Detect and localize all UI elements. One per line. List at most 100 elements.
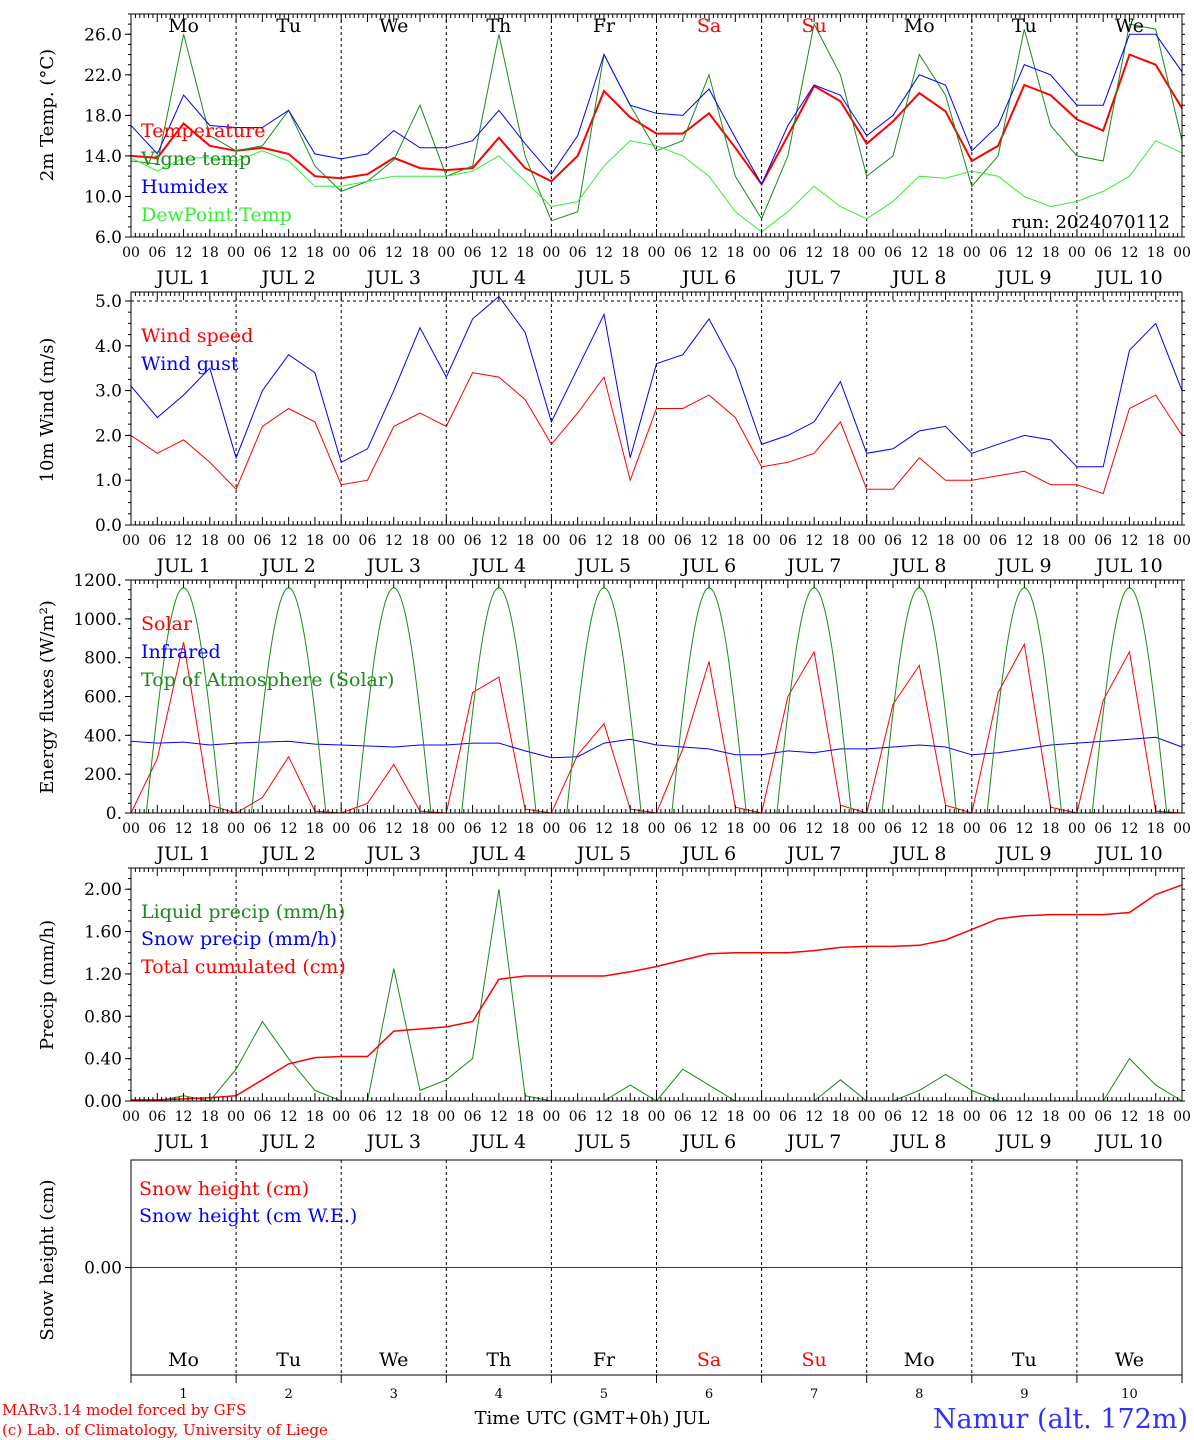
hour-tick-label: 12 <box>175 245 193 261</box>
legend-entry: Wind gust <box>141 353 239 375</box>
date-label: JUL 2 <box>259 555 315 577</box>
hour-tick-label: 06 <box>359 821 377 837</box>
hour-tick-label: 12 <box>700 533 718 549</box>
hour-tick-label: 12 <box>595 821 613 837</box>
y-tick-label: 600. <box>84 688 122 708</box>
hour-tick-label: 00 <box>1173 533 1191 549</box>
hour-tick-label: 12 <box>595 533 613 549</box>
hour-tick-label: 12 <box>175 1109 193 1125</box>
date-label: JUL 2 <box>259 267 315 289</box>
hour-tick-label: 06 <box>1094 245 1112 261</box>
series-line <box>130 372 1183 495</box>
hour-tick-label: 18 <box>516 821 534 837</box>
y-tick-label: 3.0 <box>95 382 122 402</box>
y-tick-label: 1200. <box>73 571 122 591</box>
hour-tick-label: 18 <box>726 245 744 261</box>
hour-tick-label: 00 <box>122 1109 140 1125</box>
hour-tick-label: 06 <box>148 245 166 261</box>
hour-tick-label: 18 <box>937 821 955 837</box>
hour-tick-label: 18 <box>621 533 639 549</box>
date-label: JUL 4 <box>470 1131 526 1153</box>
hour-tick-label: 12 <box>595 245 613 261</box>
panel-2: 0.0 1.0 2.0 3.0 4.0 5.0 10m Wind (m/s) Wind spe… <box>37 291 1191 577</box>
y-tick-label: 2.00 <box>84 880 122 900</box>
hour-tick-label: 06 <box>464 533 482 549</box>
hour-tick-label: 06 <box>674 1109 692 1125</box>
panel-1: 6.0 10.0 14.0 18.0 22.0 26.0 2m Temp. (°C) Temp… <box>37 13 1191 289</box>
hour-tick-label: 06 <box>779 1109 797 1125</box>
date-label: JUL 3 <box>365 1131 421 1153</box>
hour-tick-label: 06 <box>464 1109 482 1125</box>
hour-tick-label: 06 <box>148 533 166 549</box>
hour-tick-label: 18 <box>832 1109 850 1125</box>
hour-tick-label: 00 <box>1068 1109 1086 1125</box>
hour-tick-label: 12 <box>700 245 718 261</box>
day-name: Mo <box>168 1349 199 1371</box>
legend-entry: DewPoint Temp <box>141 204 292 226</box>
day-name: We <box>1115 1349 1144 1371</box>
run-label: run: 2024070112 <box>1012 212 1170 233</box>
y-tick-label: 10.0 <box>84 187 122 207</box>
hour-tick-label: 18 <box>937 533 955 549</box>
hour-tick-label: 12 <box>385 821 403 837</box>
hour-tick-label: 06 <box>779 245 797 261</box>
hour-tick-label: 00 <box>753 821 771 837</box>
hour-tick-label: 00 <box>227 1109 245 1125</box>
hour-tick-label: 18 <box>411 821 429 837</box>
y-tick-label: 800. <box>84 649 122 669</box>
day-number: 5 <box>600 1387 608 1402</box>
hour-tick-label: 18 <box>516 533 534 549</box>
hour-tick-label: 00 <box>963 533 981 549</box>
day-number: 8 <box>915 1387 923 1402</box>
hour-tick-label: 06 <box>253 245 271 261</box>
series-line <box>130 295 1183 468</box>
hour-tick-label: 06 <box>674 821 692 837</box>
hour-tick-label: 00 <box>648 245 666 261</box>
y-tick-label: 4.0 <box>95 337 122 357</box>
hour-tick-label: 18 <box>832 821 850 837</box>
date-label: JUL 9 <box>995 843 1051 865</box>
hour-tick-label: 00 <box>437 821 455 837</box>
y-tick-label: 200. <box>84 765 122 785</box>
hour-tick-label: 18 <box>201 245 219 261</box>
date-label: JUL 1 <box>154 267 210 289</box>
hour-tick-label: 06 <box>779 533 797 549</box>
hour-tick-label: 00 <box>858 245 876 261</box>
hour-tick-label: 18 <box>1147 533 1165 549</box>
y-tick-label: 0.0 <box>95 516 122 536</box>
hour-tick-label: 18 <box>306 1109 324 1125</box>
date-label: JUL 1 <box>154 1131 210 1153</box>
hour-tick-label: 00 <box>227 245 245 261</box>
footer-copyright: (c) Lab. of Climatology, University of L… <box>2 1421 328 1439</box>
hour-tick-label: 18 <box>516 245 534 261</box>
series-line <box>130 22 1183 222</box>
hour-tick-label: 18 <box>411 245 429 261</box>
y-tick-label: 1.0 <box>95 471 122 491</box>
hour-tick-label: 12 <box>1121 821 1139 837</box>
day-number: 6 <box>705 1387 713 1402</box>
hour-tick-label: 18 <box>201 821 219 837</box>
hour-tick-label: 12 <box>910 245 928 261</box>
y-axis-label: Snow height (cm) <box>37 1179 58 1340</box>
hour-tick-label: 00 <box>1173 245 1191 261</box>
y-tick-label: 0. <box>106 804 122 824</box>
hour-tick-label: 06 <box>359 1109 377 1125</box>
hour-tick-label: 18 <box>201 1109 219 1125</box>
hour-tick-label: 06 <box>1094 533 1112 549</box>
hour-tick-label: 12 <box>280 245 298 261</box>
date-label: JUL 10 <box>1094 1131 1162 1153</box>
legend-entry: Vigne temp <box>140 148 251 170</box>
hour-tick-label: 18 <box>832 533 850 549</box>
hour-tick-label: 12 <box>805 245 823 261</box>
day-name: Fr <box>593 15 616 37</box>
day-name: Sa <box>697 15 721 37</box>
day-name: Th <box>486 15 511 37</box>
day-name: Th <box>486 1349 511 1371</box>
day-name: Su <box>802 1349 827 1371</box>
legend-entry: Wind speed <box>141 325 253 347</box>
hour-tick-label: 06 <box>884 533 902 549</box>
hour-tick-label: 00 <box>437 1109 455 1125</box>
hour-tick-label: 06 <box>359 245 377 261</box>
y-axis-label: Energy fluxes (W/m²) <box>37 600 58 794</box>
hour-tick-label: 00 <box>753 533 771 549</box>
